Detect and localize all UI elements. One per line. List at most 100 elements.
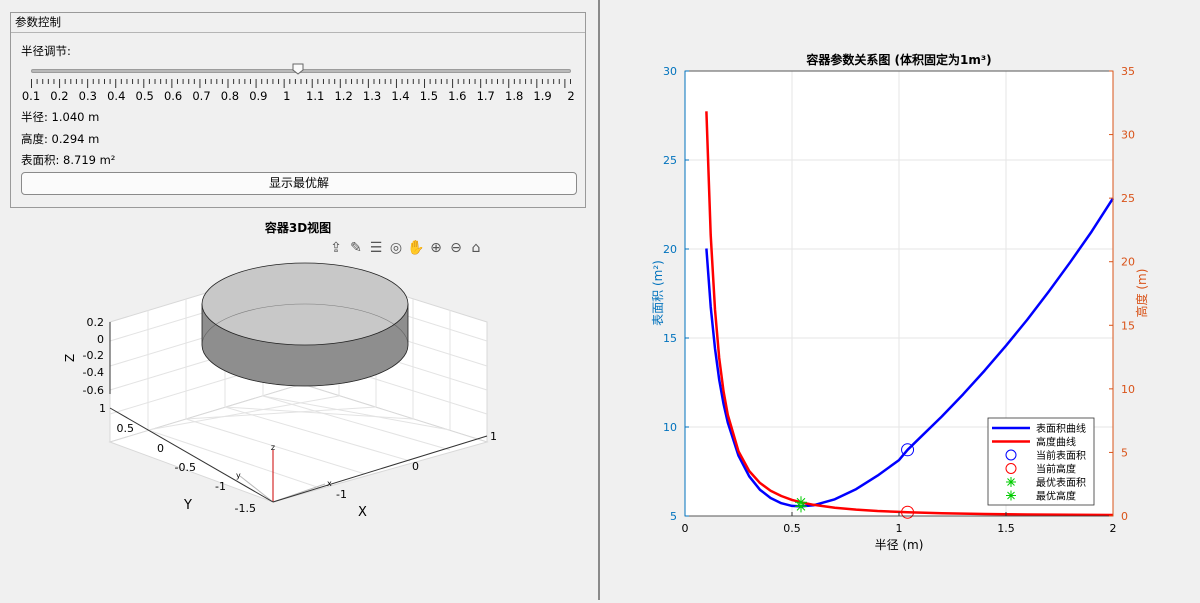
export-icon[interactable]: ⇪ [330, 240, 342, 256]
home-icon[interactable]: ⌂ [471, 240, 481, 256]
slider-tick-label: 1.8 [505, 89, 524, 103]
slider-tick-label: 0.5 [135, 89, 154, 103]
slider-tick-label: 1.3 [362, 89, 382, 103]
panel-title: 参数控制 [11, 13, 585, 33]
x-axis-line [272, 435, 488, 503]
y-axis-line [109, 407, 274, 503]
svg-text:0: 0 [412, 460, 419, 473]
radius-readout: 半径: 1.040 m [21, 110, 100, 124]
slider-tick-label: 0.7 [192, 89, 211, 103]
view3d-title: 容器3D视图 [264, 220, 331, 235]
brush-icon[interactable]: ✎ [350, 240, 362, 256]
floor [108, 383, 489, 503]
legend-label: 最优高度 [1036, 490, 1076, 503]
y-left-tick-label: 30 [663, 65, 677, 78]
slider-tick-label: 0.3 [78, 89, 97, 103]
svg-text:1: 1 [490, 430, 497, 443]
y-axis-label: Y [183, 498, 192, 513]
y-right-tick-label: 10 [1121, 383, 1135, 396]
svg-text:-0.5: -0.5 [175, 461, 196, 474]
pane-divider[interactable] [598, 0, 600, 600]
y-right-tick-label: 20 [1121, 256, 1135, 269]
y-left-tick-label: 25 [663, 154, 677, 167]
slider-tick-label: 1.6 [448, 89, 467, 103]
y-right-tick-label: 15 [1121, 319, 1135, 332]
left-pane: 参数控制 半径调节: 0.1 0.2 0.3 0.4 0.5 0.6 0.7 0.8 0.9 1 1… [0, 0, 598, 600]
svg-text:0: 0 [157, 442, 164, 455]
radius-slider-label: 半径调节: [21, 44, 71, 58]
radius-slider-thumb[interactable] [292, 63, 304, 75]
legend-box [987, 417, 1095, 506]
chart-series [705, 111, 1115, 519]
rotate-3d-icon[interactable]: ◎ [389, 240, 403, 256]
slider-tick-label: 0.9 [249, 89, 268, 103]
legend-swatch-star [1006, 477, 1016, 487]
mini-z-label: z [271, 443, 275, 452]
slider-tick-label: 0.6 [163, 89, 183, 103]
container-3d-view[interactable]: 容器3D视图 z y x 0.2 0 -0.2 [0, 214, 598, 594]
z-tick-labels: 0.2 0 -0.2 -0.4 -0.6 [83, 316, 104, 397]
surface-area-readout: 表面积: 8.719 m² [21, 153, 116, 167]
series-line-表面积曲线 [705, 197, 1115, 508]
x-tick-label: 1.5 [997, 522, 1015, 535]
slider-tick-label: 2 [567, 89, 575, 103]
cylinder-bottom-rim [201, 303, 409, 387]
y-left-tick-label: 10 [663, 421, 677, 434]
x-tick-label: 0.5 [783, 522, 801, 535]
y-right-tick-label: 35 [1121, 65, 1135, 78]
chart-ylabel-right: 高度 (m) [1134, 269, 1149, 318]
y-right-tick-label: 5 [1121, 446, 1128, 459]
series-line-高度曲线 [705, 111, 1114, 517]
svg-text:0: 0 [97, 333, 104, 346]
chart-xlabel: 半径 (m) [875, 538, 924, 552]
svg-text:-0.2: -0.2 [83, 349, 104, 362]
zoom-out-icon[interactable]: ⊖ [450, 240, 462, 256]
svg-text:-1: -1 [215, 480, 226, 493]
legend-label: 表面积曲线 [1036, 422, 1086, 435]
show-optimal-button[interactable]: 显示最优解 [21, 172, 577, 195]
svg-text:0.2: 0.2 [87, 316, 105, 329]
marker-star-最优高度 [794, 496, 807, 509]
zoom-in-icon[interactable]: ⊕ [430, 240, 442, 256]
mini-y-axis [239, 475, 274, 503]
marker-circle-当前表面积 [901, 443, 915, 457]
y-left-tick-label: 15 [663, 332, 677, 345]
x-tick-label: 0 [682, 522, 689, 535]
y-left-tick-label: 5 [670, 510, 677, 523]
slider-tick-label: 1.5 [419, 89, 439, 103]
z-axis-label: Z [63, 354, 77, 362]
slider-tick-label: 1.4 [391, 89, 410, 103]
legend-label: 最优表面积 [1036, 476, 1086, 489]
chart-title: 容器参数关系图 (体积固定为1m³) [805, 52, 991, 67]
slider-tick-label: 1.7 [476, 89, 495, 103]
legend-swatch-circle [1005, 449, 1017, 461]
slider-tick-label: 0.2 [50, 89, 69, 103]
legend-icon[interactable]: ☰ [369, 240, 383, 256]
chart-ylabel-left: 表面积 (m²) [651, 260, 665, 326]
slider-tick-label: 0.8 [220, 89, 240, 103]
legend-label: 当前表面积 [1036, 449, 1086, 462]
svg-text:-0.4: -0.4 [83, 366, 104, 379]
marker-circle-当前高度 [901, 505, 915, 519]
svg-text:1: 1 [99, 402, 106, 415]
y-right-tick-label: 0 [1121, 510, 1128, 523]
svg-text:-0.6: -0.6 [83, 384, 104, 397]
mini-x-label: x [327, 479, 332, 488]
x-axis-label: X [358, 505, 367, 520]
svg-text:-1: -1 [336, 488, 347, 501]
svg-text:-1.5: -1.5 [235, 502, 256, 515]
axes-toolbar: ⇪ ✎ ☰ ◎ ✋ ⊕ ⊖ ⌂ [326, 238, 486, 258]
parameter-control-panel: 参数控制 半径调节: 0.1 0.2 0.3 0.4 0.5 0.6 0.7 0.8 0.9 1 1… [10, 12, 586, 208]
slider-tick-label: 1 [283, 89, 291, 103]
legend-swatch-star [1006, 490, 1016, 501]
slider-tick-label: 1.1 [306, 89, 325, 103]
height-readout: 高度: 0.294 m [21, 132, 100, 146]
pan-icon[interactable]: ✋ [407, 240, 425, 256]
right-pane: 0 0.5 1 1.5 2 5 10 15 20 25 30 0 5 10 15 20 25 30 35 容器参数关… [600, 0, 1200, 600]
x-tick-label: 1 [896, 522, 903, 535]
legend-label: 当前高度 [1036, 463, 1076, 476]
y-right-tick-label: 25 [1121, 192, 1135, 205]
